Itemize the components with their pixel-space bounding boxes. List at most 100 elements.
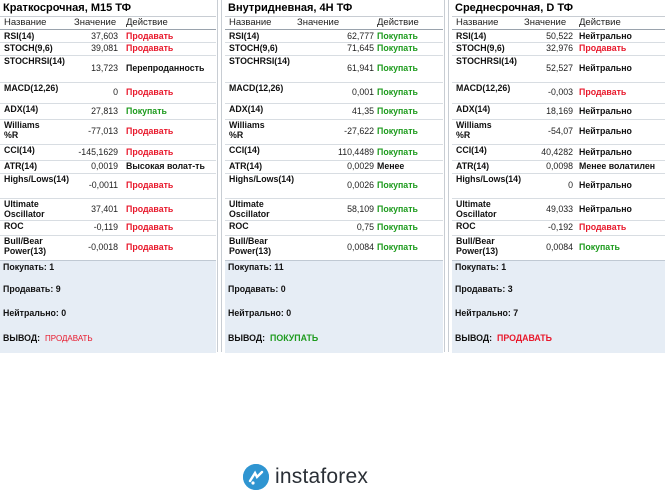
indicator-action: Покупать [377, 63, 418, 73]
indicator-action: Нейтрально [579, 63, 632, 73]
indicator-action: Нейтрально [579, 203, 632, 214]
indicator-action: Нейтрально [579, 126, 632, 136]
indicator-action: Продавать [579, 87, 627, 97]
table-row: Williams %R -27,622 Покупать [225, 119, 443, 145]
indicator-value: -145,1629 [78, 146, 118, 157]
indicator-value: 110,4489 [337, 146, 374, 157]
summary-buy-count: Покупать: 11 [228, 262, 284, 272]
indicator-action: Высокая волат-ть [126, 161, 205, 171]
conclusion-value: ПРОДАВАТЬ [45, 334, 93, 343]
summary-box: Покупать: 1 Продавать: 3 Нейтрально: 7 ВЫВО… [452, 260, 665, 353]
column-header-action: Действие [377, 17, 419, 28]
instaforex-logo-icon [243, 464, 269, 490]
table-row: ATR(14) 0,0019 Высокая волат-ть [0, 160, 216, 174]
panel-separator [221, 0, 222, 352]
table-row: Bull/Bear Power(13) 0,0084 Покупать [225, 235, 443, 261]
table-row: CCI(14) 40,4282 Нейтрально [452, 144, 665, 161]
conclusion-label: ВЫВОД: [228, 333, 266, 343]
logo-text: instaforex [275, 465, 369, 488]
indicator-value: 0,75 [356, 222, 374, 232]
indicator-value: 0,0029 [347, 161, 374, 171]
indicator-value: -0,0011 [88, 180, 118, 190]
table-row: STOCHRSI(14) 13,723 Перепроданность [0, 55, 216, 83]
indicator-action: Нейтрально [579, 146, 632, 157]
indicator-value: 37,401 [91, 203, 118, 214]
indicator-name: MACD(12,26) [229, 83, 284, 93]
indicator-value: 0 [113, 87, 118, 97]
table-row: STOCH(9,6) 32,976 Продавать [452, 42, 665, 56]
conclusion-value: ПРОДАВАТЬ [497, 333, 552, 343]
indicator-action: Продавать [579, 43, 627, 53]
panel-separator [217, 0, 218, 352]
indicator-value: 71,645 [347, 43, 374, 53]
indicator-value: -54,07 [548, 126, 573, 136]
indicator-name: STOCHRSI(14) [229, 56, 290, 66]
table-row: ADX(14) 18,169 Нейтрально [452, 103, 665, 120]
indicator-action: Покупать [377, 222, 418, 232]
table-row: ROC -0,192 Продавать [452, 220, 665, 236]
column-header-name: Название [456, 17, 499, 28]
indicator-value: 0,0026 [347, 180, 374, 190]
indicator-action: Покупать [377, 30, 418, 41]
indicator-value: 27,813 [91, 105, 118, 116]
indicator-name: RSI(14) [456, 31, 487, 41]
panel-title: Краткосрочная, M15 ТФ [0, 0, 216, 17]
indicator-action: Нейтрально [579, 180, 632, 190]
table-row: ADX(14) 41,35 Покупать [225, 103, 443, 120]
indicator-action: Покупать [377, 87, 418, 97]
summary-sell-count: Продавать: 0 [228, 284, 286, 294]
indicator-name: ROC [4, 221, 24, 231]
table-row: Highs/Lows(14) -0,0011 Продавать [0, 173, 216, 199]
indicator-value: -0,0018 [88, 242, 118, 252]
indicator-value: 50,522 [546, 30, 573, 41]
indicator-action: Покупать [377, 242, 418, 252]
indicator-value: 49,033 [546, 203, 573, 214]
table-row: CCI(14) -145,1629 Продавать [0, 144, 216, 161]
indicator-action: Менее [377, 161, 405, 171]
indicator-name: Bull/Bear Power(13) [229, 236, 272, 256]
indicator-name: RSI(14) [4, 31, 35, 41]
conclusion-label: ВЫВОД: [455, 333, 493, 343]
panel-separator [448, 0, 449, 352]
table-header: Название Значение Действие [452, 17, 665, 30]
panel-separator [444, 0, 445, 352]
indicator-value: 0,001 [351, 87, 374, 97]
summary-neutral-count: Нейтрально: 7 [455, 308, 519, 318]
column-header-value: Значение [74, 17, 117, 28]
column-header-action: Действие [126, 17, 168, 28]
summary-buy-count: Покупать: 1 [455, 262, 507, 272]
indicator-name: ROC [229, 221, 249, 231]
indicator-name: ATR(14) [229, 161, 263, 171]
indicator-value: 37,603 [91, 30, 118, 41]
indicator-value: 32,976 [546, 43, 573, 53]
indicator-name: STOCH(9,6) [229, 43, 278, 53]
indicator-name: ADX(14) [456, 104, 491, 114]
table-row: Highs/Lows(14) 0 Нейтрально [452, 173, 665, 199]
summary-sell-count: Продавать: 3 [455, 284, 513, 294]
indicator-name: Williams %R [4, 120, 40, 140]
summary-conclusion: ВЫВОД: ПРОДАВАТЬ [455, 333, 552, 343]
column-header-value: Значение [297, 17, 340, 28]
indicator-name: Highs/Lows(14) [229, 174, 295, 184]
indicator-name: CCI(14) [229, 145, 260, 155]
indicator-name: STOCH(9,6) [4, 43, 53, 53]
indicator-value: 40,4282 [541, 146, 573, 157]
table-row: RSI(14) 50,522 Нейтрально [452, 30, 665, 43]
indicator-action: Продавать [126, 180, 174, 190]
indicator-action: Продавать [126, 30, 174, 41]
indicator-action: Покупать [377, 180, 418, 190]
indicator-action: Нейтрально [579, 105, 632, 116]
indicator-name: MACD(12,26) [456, 83, 511, 93]
table-row: Williams %R -77,013 Продавать [0, 119, 216, 145]
table-row: Ultimate Oscillator 58,109 Покупать [225, 198, 443, 221]
indicator-value: 39,081 [91, 43, 118, 53]
table-row: CCI(14) 110,4489 Покупать [225, 144, 443, 161]
indicator-action: Покупать [377, 146, 418, 157]
indicator-name: CCI(14) [4, 145, 35, 155]
indicator-value: 18,169 [546, 105, 573, 116]
table-row: ATR(14) 0,0029 Менее [225, 160, 443, 174]
indicator-value: -77,013 [88, 126, 118, 136]
indicator-action: Покупать [579, 242, 620, 252]
indicator-action: Покупать [377, 203, 418, 214]
panel-title: Внутридневная, 4H ТФ [225, 0, 443, 17]
